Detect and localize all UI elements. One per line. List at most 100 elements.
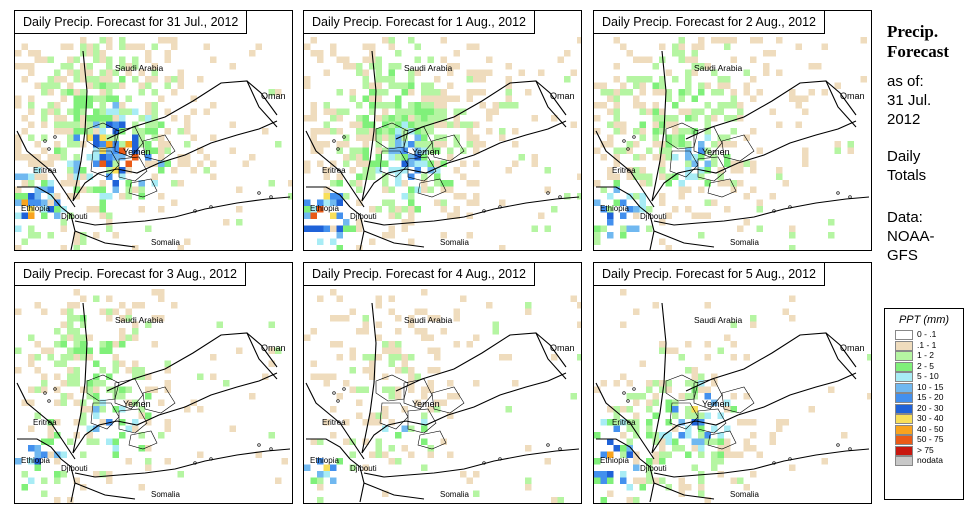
- precip-cell: [518, 154, 525, 161]
- precip-cell: [112, 308, 119, 315]
- precip-cell: [440, 399, 447, 406]
- precip-cell: [356, 134, 363, 141]
- precip-cell: [594, 238, 601, 245]
- precip-cell: [41, 160, 48, 167]
- yemen-oman-border: [246, 332, 278, 368]
- precip-cell: [486, 69, 493, 76]
- precip-cell: [646, 386, 653, 393]
- precip-cell: [21, 484, 28, 491]
- precip-cell: [646, 471, 653, 478]
- precip-cell: [60, 471, 67, 478]
- precip-cell: [492, 328, 499, 335]
- precip-cell: [382, 108, 389, 115]
- precip-cell: [427, 186, 434, 193]
- precip-cell: [659, 458, 666, 465]
- precip-cell: [67, 393, 74, 400]
- precip-cell: [86, 76, 93, 83]
- precip-cell: [375, 102, 382, 109]
- precip-cell: [776, 69, 783, 76]
- island: [558, 447, 562, 451]
- precip-cell: [47, 154, 54, 161]
- precip-cell: [401, 206, 408, 213]
- precip-cell: [47, 186, 54, 193]
- precip-cell: [711, 89, 718, 96]
- precip-cell: [698, 373, 705, 380]
- precip-cell: [613, 63, 620, 70]
- precip-cell: [34, 193, 41, 200]
- precip-cell: [112, 121, 119, 128]
- precip-cell: [119, 360, 126, 367]
- precip-cell: [184, 406, 191, 413]
- precip-cell: [388, 445, 395, 452]
- precip-cell: [125, 334, 132, 341]
- precip-cell: [408, 193, 415, 200]
- precip-cell: [145, 373, 152, 380]
- precip-cell: [685, 160, 692, 167]
- precip-cell: [737, 180, 744, 187]
- precip-cell: [730, 451, 737, 458]
- country-label-yemen: Yemen: [123, 147, 151, 157]
- precip-cell: [93, 386, 100, 393]
- precip-cell: [323, 225, 330, 232]
- precip-cell: [659, 160, 666, 167]
- precip-cell: [106, 373, 113, 380]
- precip-cell: [447, 451, 454, 458]
- precip-cell: [678, 484, 685, 491]
- precip-cell: [171, 43, 178, 50]
- precip-cell: [99, 134, 106, 141]
- precip-cell: [112, 186, 119, 193]
- precip-cell: [375, 115, 382, 122]
- precip-cell: [362, 328, 369, 335]
- precip-cell: [310, 212, 317, 219]
- precip-cell: [802, 154, 809, 161]
- governorate-boundary: [417, 178, 447, 198]
- precip-grid: [304, 289, 581, 503]
- precip-cell: [639, 477, 646, 484]
- boundaries: [16, 50, 291, 250]
- precip-cell: [177, 76, 184, 83]
- precip-cell: [99, 206, 106, 213]
- precip-cell: [330, 180, 337, 187]
- precip-cell: [724, 43, 731, 50]
- precip-cell: [388, 141, 395, 148]
- precip-cell: [47, 347, 54, 354]
- precip-cell: [607, 167, 614, 174]
- precip-cell: [41, 108, 48, 115]
- precip-cell: [499, 245, 506, 250]
- precip-cell: [132, 108, 139, 115]
- precip-cell: [375, 63, 382, 70]
- precip-cell: [356, 180, 363, 187]
- precip-cell: [505, 76, 512, 83]
- legend-label: 20 - 30: [917, 402, 944, 413]
- precip-cell: [434, 115, 441, 122]
- precip-cell: [73, 134, 80, 141]
- precip-cell: [382, 347, 389, 354]
- precip-cell: [197, 160, 204, 167]
- precip-cell: [750, 471, 757, 478]
- precip-cell: [369, 108, 376, 115]
- precip-cell: [138, 186, 145, 193]
- precip-cell: [164, 128, 171, 135]
- precip-cell: [369, 360, 376, 367]
- precip-cell: [685, 115, 692, 122]
- ethiopia-djibouti-border: [60, 206, 76, 250]
- precip-cell: [15, 134, 22, 141]
- precip-cell: [408, 367, 415, 374]
- precip-cell: [388, 206, 395, 213]
- precip-cell: [28, 206, 35, 213]
- precip-cell: [356, 399, 363, 406]
- precip-cell: [28, 477, 35, 484]
- precip-cell: [177, 128, 184, 135]
- precip-cell: [388, 167, 395, 174]
- legend-label: nodata: [917, 455, 943, 465]
- precip-cell: [356, 115, 363, 122]
- precip-cell: [440, 115, 447, 122]
- somalia-border: [74, 230, 136, 248]
- precip-cell: [93, 128, 100, 135]
- precip-cell: [570, 295, 577, 302]
- precip-cell: [28, 50, 35, 57]
- precip-cell: [41, 477, 48, 484]
- precip-cell: [847, 147, 854, 154]
- precip-cell: [310, 102, 317, 109]
- precip-cell: [132, 367, 139, 374]
